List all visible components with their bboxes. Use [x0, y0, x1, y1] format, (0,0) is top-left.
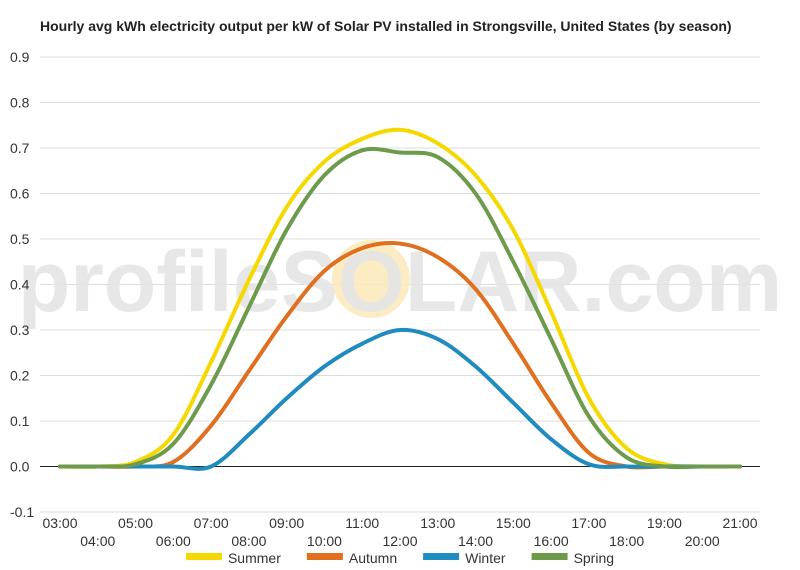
y-tick-label: 0.8	[10, 95, 30, 111]
y-tick-label: 0.2	[10, 368, 30, 384]
x-tick-label: 08:00	[231, 533, 266, 549]
x-tick-label: 15:00	[496, 515, 531, 531]
legend-item-autumn: Autumn	[306, 550, 397, 566]
x-tick-label: 13:00	[420, 515, 455, 531]
legend-label: Summer	[228, 550, 281, 566]
x-tick-label: 09:00	[269, 515, 304, 531]
x-tick-label: 12:00	[382, 533, 417, 549]
legend-label: Spring	[574, 550, 614, 566]
legend-item-spring: Spring	[531, 550, 614, 566]
x-tick-label: 06:00	[156, 533, 191, 549]
x-tick-label: 20:00	[685, 533, 720, 549]
legend-swatch	[531, 553, 568, 560]
legend-item-winter: Winter	[423, 550, 506, 566]
x-tick-label: 18:00	[609, 533, 644, 549]
axis-layer: -0.10.00.10.20.30.40.50.60.70.80.903:000…	[10, 49, 760, 549]
y-tick-label: 0.3	[10, 322, 30, 338]
y-tick-label: 0.6	[10, 186, 30, 202]
x-tick-label: 16:00	[534, 533, 569, 549]
legend-label: Winter	[465, 550, 506, 566]
legend-swatch	[423, 553, 460, 560]
series-layer	[58, 127, 742, 471]
legend: Summer Autumn Winter Spring	[185, 550, 614, 566]
y-tick-label: -0.1	[10, 504, 34, 520]
x-tick-label: 19:00	[647, 515, 682, 531]
watermark: profileSOLAR.com	[18, 234, 783, 330]
y-tick-label: 0.0	[10, 459, 30, 475]
y-tick-label: 0.1	[10, 413, 30, 429]
series-line-spring	[58, 146, 742, 470]
x-tick-label: 14:00	[458, 533, 493, 549]
y-tick-label: 0.4	[10, 277, 30, 293]
x-tick-label: 07:00	[194, 515, 229, 531]
series-line-summer	[58, 127, 742, 469]
legend-swatch	[185, 553, 222, 560]
legend-swatch	[306, 553, 343, 560]
legend-label: Autumn	[349, 550, 397, 566]
y-tick-label: 0.5	[10, 231, 30, 247]
y-tick-label: 0.7	[10, 140, 30, 156]
x-tick-label: 05:00	[118, 515, 153, 531]
watermark-sun-icon	[332, 240, 410, 318]
x-tick-label: 03:00	[42, 515, 77, 531]
series-line-winter	[58, 327, 742, 471]
y-tick-label: 0.9	[10, 49, 30, 65]
x-tick-label: 04:00	[80, 533, 115, 549]
x-tick-label: 11:00	[345, 515, 379, 531]
chart-title: Hourly avg kWh electricity output per kW…	[40, 18, 732, 34]
legend-item-summer: Summer	[185, 550, 281, 566]
x-tick-label: 17:00	[571, 515, 606, 531]
watermark-text: profileSOLAR.com	[18, 234, 783, 330]
x-tick-label: 10:00	[307, 533, 342, 549]
x-tick-label: 21:00	[722, 515, 757, 531]
